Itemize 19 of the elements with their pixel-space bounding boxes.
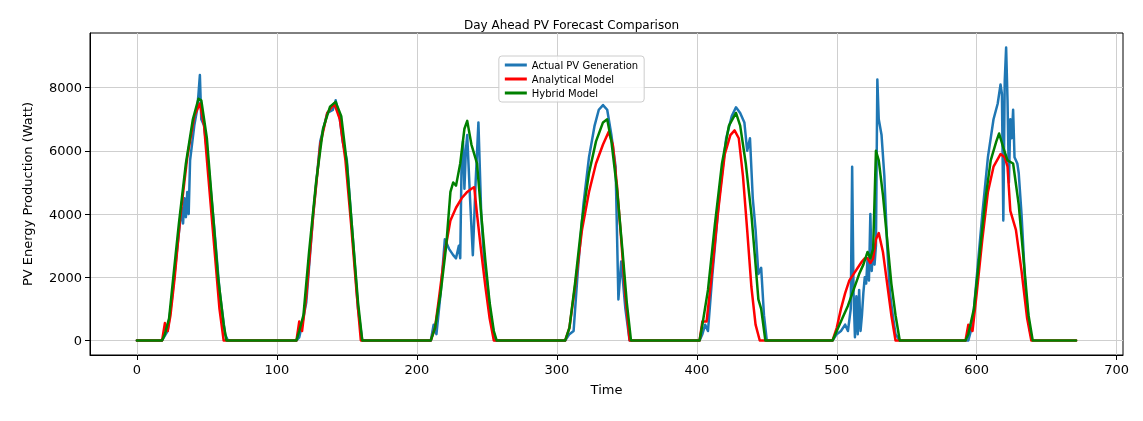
x-tick-label: 300 [544,362,570,377]
y-tick-label: 2000 [48,269,82,285]
y-axis-title: PV Energy Production (Watt) [20,101,35,287]
y-tick-label: 8000 [48,80,82,96]
x-tick-label: 500 [824,362,850,377]
x-tick-label: 0 [132,362,142,377]
x-tick-label: 400 [684,362,710,377]
legend-label: Hybrid Model [531,87,599,99]
x-tick-label: 600 [964,362,990,377]
chart-title: Day Ahead PV Forecast Comparison [463,18,680,32]
legend-label: Actual PV Generation [531,59,639,71]
x-tick-label: 100 [264,362,290,377]
y-tick-label: 6000 [48,143,82,159]
x-tick-label: 700 [1104,362,1130,377]
y-tick-label: 4000 [48,206,82,222]
x-axis-title: Time [589,382,623,397]
y-tick-label: 0 [73,332,82,348]
x-tick-label: 200 [404,362,430,377]
legend-label: Analytical Model [531,73,615,85]
